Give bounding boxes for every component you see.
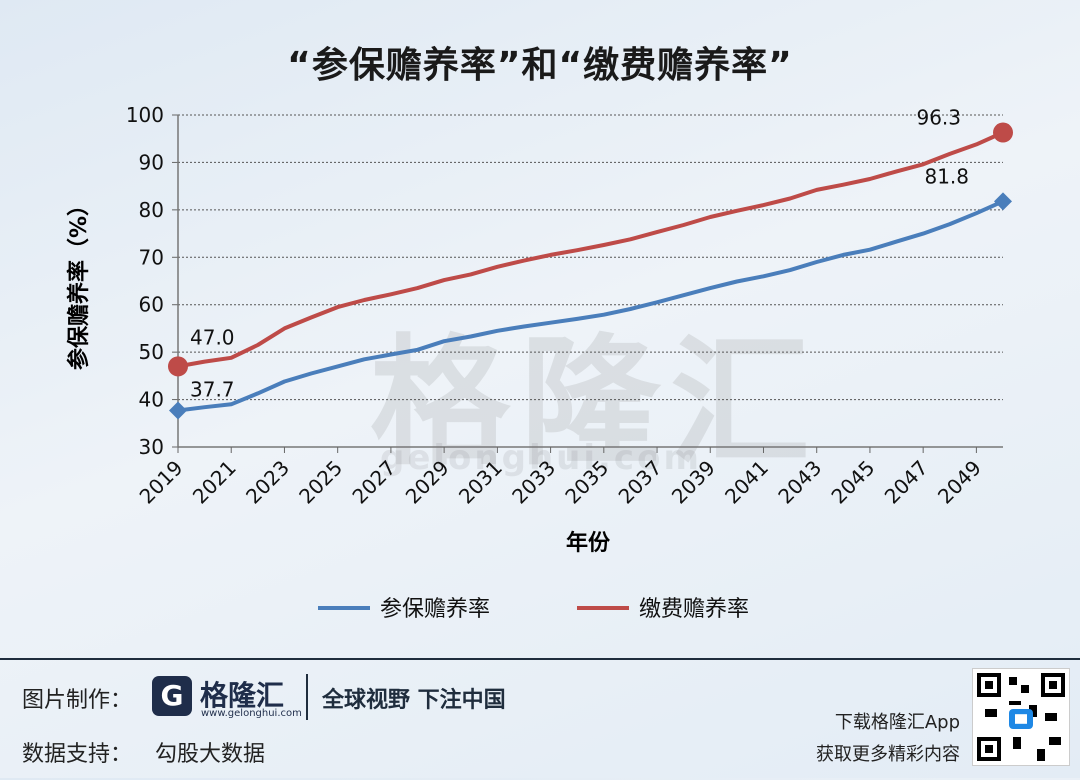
y-tick-label: 100 xyxy=(126,103,164,127)
x-tick-label: 2047 xyxy=(880,456,933,509)
y-tick-label: 40 xyxy=(139,388,164,412)
y-tick-labels: 30 40 50 60 70 80 90 100 xyxy=(126,103,164,459)
x-tick-label: 2027 xyxy=(347,456,400,509)
legend-label-2: 缴费赡养率 xyxy=(639,597,749,622)
x-tick-label: 2019 xyxy=(135,456,188,509)
y-tick-label: 70 xyxy=(139,245,164,269)
axes xyxy=(172,114,1003,453)
series-1-marker xyxy=(994,192,1012,211)
x-axis-label: 年份 xyxy=(566,530,611,556)
x-tick-labels: 2019 2021 2023 2025 2027 2029 2031 2033 2035 2037… xyxy=(135,456,986,509)
series-line-1 xyxy=(177,199,1004,413)
data-support-label: 数据支持： xyxy=(22,742,133,767)
series-group xyxy=(168,122,1013,420)
data-label: 47.0 xyxy=(190,325,235,349)
x-tick-label: 2043 xyxy=(773,456,826,509)
slogan: 全球视野 下注中国 xyxy=(322,688,506,713)
data-label: 81.8 xyxy=(924,164,969,188)
footer-divider xyxy=(306,674,308,720)
series-2-marker xyxy=(168,356,188,377)
chart-title: “参保赡养率”和“缴费赡养率” xyxy=(287,45,793,86)
series-line-2 xyxy=(177,130,1004,369)
y-tick-label: 50 xyxy=(139,340,164,364)
x-tick-label: 2021 xyxy=(188,456,241,509)
x-tick-label: 2037 xyxy=(614,456,667,509)
x-tick-label: 2029 xyxy=(401,456,454,509)
data-label: 96.3 xyxy=(916,106,961,130)
footer: 图片制作： G 格隆汇 www.gelonghui.com 全球视野 下注中国 … xyxy=(0,658,1080,780)
y-tick-label: 80 xyxy=(139,198,164,222)
y-tick-label: 60 xyxy=(139,293,164,317)
legend: 参保赡养率 缴费赡养率 xyxy=(318,597,749,622)
qr-code-icon[interactable] xyxy=(972,668,1070,766)
x-tick-label: 2023 xyxy=(241,456,294,509)
gelonghui-logo-icon: G xyxy=(152,676,192,716)
x-tick-label: 2031 xyxy=(454,456,507,509)
x-tick-label: 2035 xyxy=(560,456,613,509)
x-tick-label: 2045 xyxy=(827,456,880,509)
x-tick-label: 2025 xyxy=(294,456,347,509)
grid-lines xyxy=(178,114,1003,401)
data-source: 勾股大数据 xyxy=(155,742,266,767)
series-2-marker xyxy=(993,122,1013,143)
data-label: 37.7 xyxy=(190,377,235,401)
data-labels: 37.7 81.8 47.0 96.3 xyxy=(190,106,969,402)
app-promo-text: 获取更多精彩内容 xyxy=(816,744,960,765)
y-tick-label: 30 xyxy=(139,435,164,459)
credit-label: 图片制作： xyxy=(22,688,133,713)
app-download-text: 下载格隆汇App xyxy=(834,712,960,733)
x-tick-label: 2049 xyxy=(933,456,986,509)
logo-url: www.gelonghui.com xyxy=(201,708,302,719)
series-1-marker xyxy=(169,401,187,420)
x-tick-label: 2041 xyxy=(720,456,773,509)
y-tick-label: 90 xyxy=(139,150,164,174)
y-axis-label: 参保赡养率（%） xyxy=(66,194,92,370)
x-tick-label: 2039 xyxy=(667,456,720,509)
logo-name: 格隆汇 xyxy=(200,679,285,712)
x-tick-label: 2033 xyxy=(507,456,560,509)
legend-label-1: 参保赡养率 xyxy=(380,597,490,622)
